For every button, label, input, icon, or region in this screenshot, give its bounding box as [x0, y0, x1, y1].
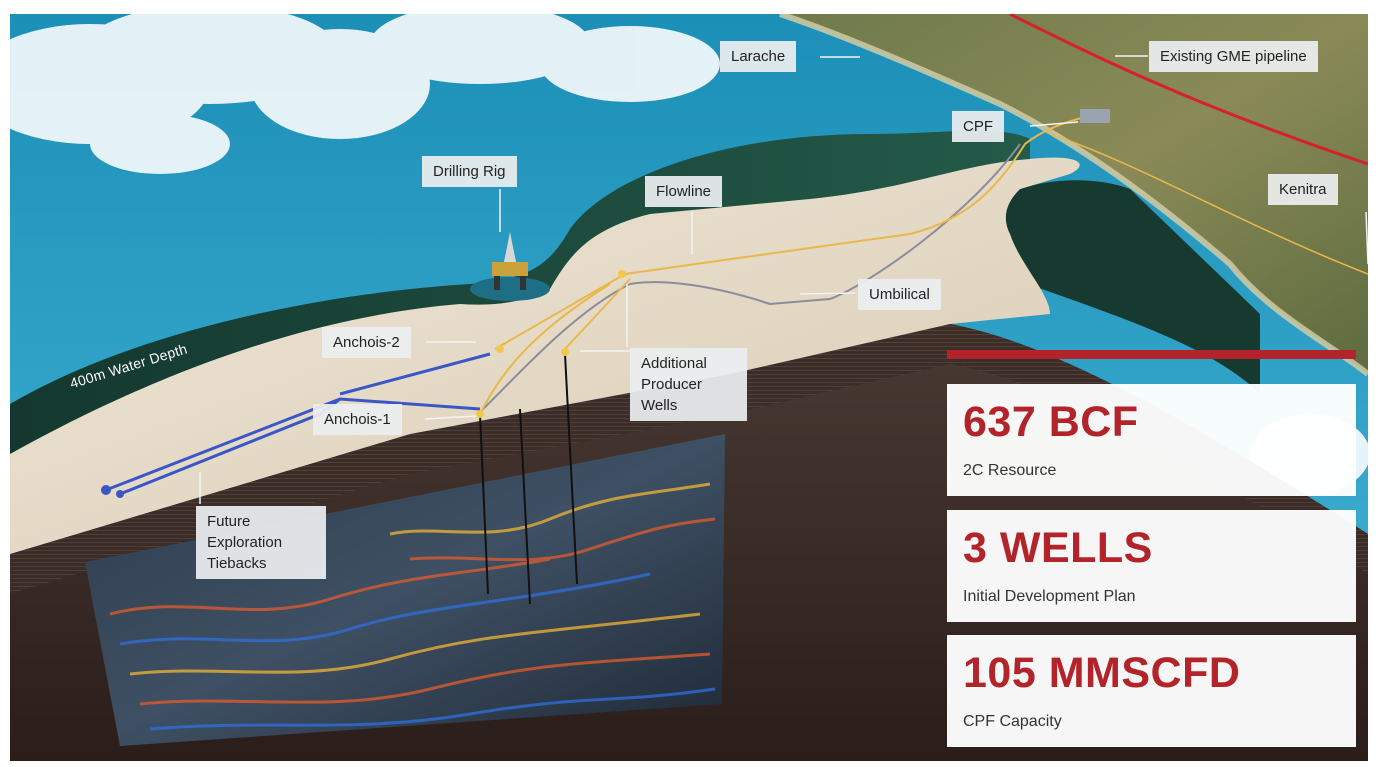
stats-accent-bar	[947, 350, 1356, 359]
stat-card-resource: 637 BCF 2C Resource	[947, 384, 1356, 496]
label-anchois-2: Anchois-2	[322, 327, 411, 358]
flowline-line	[494, 113, 1111, 350]
label-additional-producer-wells: Additional Producer Wells	[630, 348, 747, 421]
seismic-reflectors	[109, 482, 716, 731]
stat-value-wells: 3 WELLS	[963, 524, 1153, 572]
label-larache: Larache	[720, 41, 797, 72]
stat-caption-wells: Initial Development Plan	[963, 588, 1136, 605]
gme-pipeline-line	[1009, 14, 1368, 166]
label-cpf: CPF	[952, 111, 1004, 142]
umbilical-line	[479, 143, 1021, 413]
stat-card-capacity: 105 MMSCFD CPF Capacity	[947, 635, 1356, 747]
label-drilling-rig: Drilling Rig	[422, 156, 517, 187]
seabed-surface	[10, 157, 1080, 554]
label-anchois-1: Anchois-1	[313, 404, 402, 435]
label-future-exploration-tiebacks: Future Exploration Tiebacks	[196, 506, 326, 579]
stat-card-wells: 3 WELLS Initial Development Plan	[947, 510, 1356, 622]
stat-caption-capacity: CPF Capacity	[963, 713, 1062, 730]
stat-value-resource: 637 BCF	[963, 398, 1139, 446]
cpf-facility	[1080, 109, 1110, 123]
stat-value-capacity: 105 MMSCFD	[963, 649, 1241, 697]
stat-caption-resource: 2C Resource	[963, 462, 1057, 479]
label-flowline: Flowline	[645, 176, 723, 207]
coastline-land	[780, 14, 1368, 374]
label-existing-gme-pipeline: Existing GME pipeline	[1149, 41, 1318, 72]
label-kenitra: Kenitra	[1268, 174, 1338, 205]
leader-lines	[199, 55, 1368, 504]
shelf-wall-right	[1000, 180, 1260, 394]
wellbores	[479, 353, 578, 605]
label-umbilical: Umbilical	[858, 279, 941, 310]
development-concept-figure: 400m Water Depth Larache Existing GME pi…	[10, 14, 1368, 761]
drilling-rig-icon	[470, 232, 550, 301]
